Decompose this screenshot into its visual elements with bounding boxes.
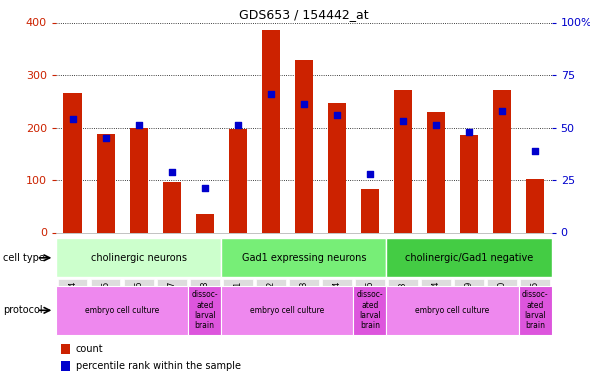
Text: count: count <box>76 344 103 354</box>
Bar <box>64 93 81 232</box>
Text: GSM16956: GSM16956 <box>365 281 375 327</box>
FancyBboxPatch shape <box>322 279 352 328</box>
FancyBboxPatch shape <box>188 286 221 335</box>
Point <box>101 135 110 141</box>
FancyBboxPatch shape <box>256 279 286 328</box>
Bar <box>130 128 148 232</box>
FancyBboxPatch shape <box>487 279 517 328</box>
Text: Gad1 expressing neurons: Gad1 expressing neurons <box>241 253 366 263</box>
Bar <box>328 103 346 232</box>
Text: GSM16894: GSM16894 <box>431 281 441 327</box>
FancyBboxPatch shape <box>386 286 519 335</box>
FancyBboxPatch shape <box>56 238 221 277</box>
Point <box>332 112 342 118</box>
Text: GSM16944: GSM16944 <box>68 281 77 326</box>
Text: cell type: cell type <box>3 253 45 263</box>
Text: GSM16953: GSM16953 <box>299 281 309 327</box>
FancyBboxPatch shape <box>519 286 552 335</box>
Bar <box>460 135 478 232</box>
FancyBboxPatch shape <box>223 279 253 328</box>
Text: dissoc-
ated
larval
brain: dissoc- ated larval brain <box>191 290 218 330</box>
Bar <box>163 182 181 232</box>
FancyBboxPatch shape <box>157 279 186 328</box>
Text: GSM16948: GSM16948 <box>200 281 209 327</box>
Text: GSM16949: GSM16949 <box>464 281 474 326</box>
Point <box>134 122 143 128</box>
FancyBboxPatch shape <box>221 238 386 277</box>
Text: embryo cell culture: embryo cell culture <box>85 306 159 315</box>
Bar <box>97 134 114 232</box>
Bar <box>427 112 445 232</box>
FancyBboxPatch shape <box>520 279 550 328</box>
Point <box>167 169 176 175</box>
FancyBboxPatch shape <box>454 279 484 328</box>
Bar <box>493 90 511 232</box>
Bar <box>295 60 313 232</box>
Text: GSM16952: GSM16952 <box>266 281 276 326</box>
Point <box>266 91 276 97</box>
Bar <box>229 129 247 232</box>
Bar <box>361 189 379 232</box>
Point <box>464 129 474 135</box>
Text: GSM16955: GSM16955 <box>530 281 540 326</box>
FancyBboxPatch shape <box>56 286 188 335</box>
FancyBboxPatch shape <box>124 279 153 328</box>
Text: GSM16954: GSM16954 <box>332 281 342 326</box>
Text: cholinergic/Gad1 negative: cholinergic/Gad1 negative <box>405 253 533 263</box>
Text: protocol: protocol <box>3 305 42 315</box>
FancyBboxPatch shape <box>58 279 87 328</box>
Text: GSM16947: GSM16947 <box>167 281 176 327</box>
Point <box>233 122 242 128</box>
Point <box>299 101 309 107</box>
Text: dissoc-
ated
larval
brain: dissoc- ated larval brain <box>356 290 384 330</box>
Text: GSM16950: GSM16950 <box>497 281 507 326</box>
Text: GSM16893: GSM16893 <box>398 281 408 327</box>
FancyBboxPatch shape <box>386 238 552 277</box>
Bar <box>262 30 280 232</box>
Point <box>398 118 408 124</box>
Bar <box>526 179 544 232</box>
FancyBboxPatch shape <box>355 279 385 328</box>
Bar <box>61 344 70 354</box>
Text: embryo cell culture: embryo cell culture <box>415 306 490 315</box>
FancyBboxPatch shape <box>190 279 219 328</box>
Point <box>530 148 540 154</box>
Title: GDS653 / 154442_at: GDS653 / 154442_at <box>239 8 369 21</box>
Bar <box>394 90 412 232</box>
FancyBboxPatch shape <box>91 279 120 328</box>
Text: percentile rank within the sample: percentile rank within the sample <box>76 361 241 371</box>
Point <box>200 185 209 191</box>
Text: GSM16951: GSM16951 <box>233 281 242 326</box>
FancyBboxPatch shape <box>289 279 319 328</box>
Text: cholinergic neurons: cholinergic neurons <box>91 253 186 263</box>
Text: GSM16946: GSM16946 <box>134 281 143 327</box>
FancyBboxPatch shape <box>388 279 418 328</box>
Text: embryo cell culture: embryo cell culture <box>250 306 324 315</box>
Point <box>68 116 77 122</box>
Bar <box>196 214 214 232</box>
Point <box>431 122 441 128</box>
FancyBboxPatch shape <box>221 286 353 335</box>
Point <box>365 171 375 177</box>
FancyBboxPatch shape <box>353 286 386 335</box>
FancyBboxPatch shape <box>421 279 451 328</box>
Bar <box>61 361 70 371</box>
Point <box>497 108 507 114</box>
Text: dissoc-
ated
larval
brain: dissoc- ated larval brain <box>522 290 549 330</box>
Text: GSM16945: GSM16945 <box>101 281 110 326</box>
